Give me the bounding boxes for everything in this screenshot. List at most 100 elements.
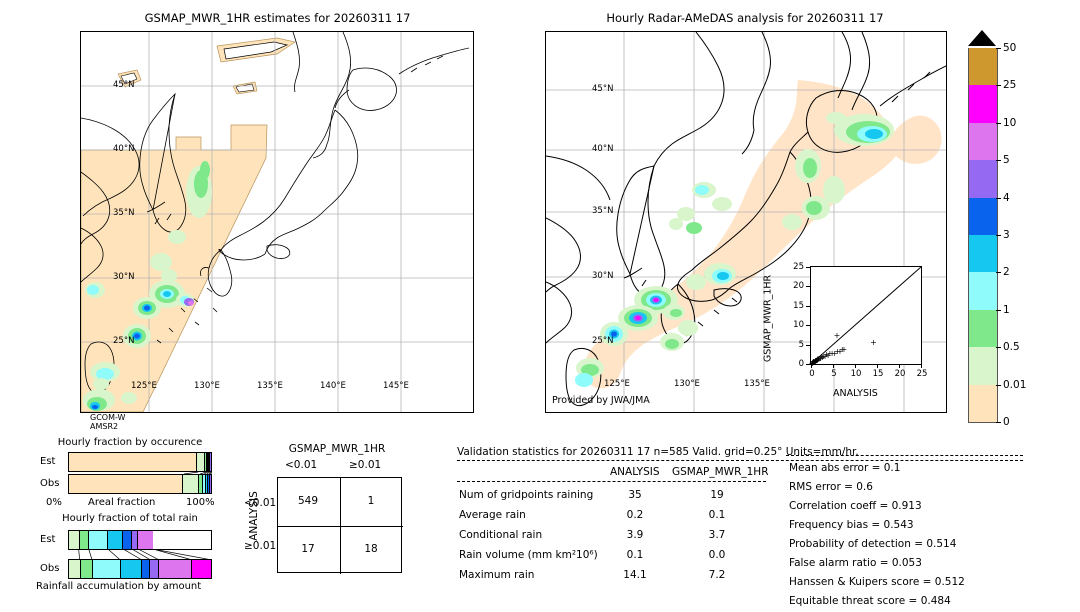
left-map[interactable]: 45°N 40°N 35°N 30°N 25°N 125°E 130°E 135…	[80, 31, 474, 413]
satellite-sensor-line2: AMSR2	[90, 422, 119, 431]
scatter-xlabel-0: 0	[809, 369, 815, 379]
total-rain-obs-segment-1	[80, 560, 93, 578]
right-lon-label-135e: 135°E	[744, 379, 770, 389]
occurrence-bar-obs[interactable]	[68, 474, 212, 494]
occurrence-est-segment-1	[197, 453, 206, 471]
occurrence-row-label-est: Est	[40, 456, 56, 467]
contingency-table[interactable]	[277, 477, 403, 574]
total-rain-obs-segment-7	[191, 560, 211, 578]
contingency-col-group-title: GSMAP_MWR_1HR	[288, 443, 386, 455]
scatter-point-24: +	[824, 350, 832, 360]
colorbar-tick-2	[996, 347, 1001, 349]
left-lat-label-40n: 40°N	[113, 144, 135, 154]
scatter-xlabel-25: 25	[916, 369, 928, 379]
colorbar-label-0.5: 0.5	[1003, 341, 1020, 354]
scatter-point-10: +	[812, 357, 820, 367]
scatter-ytick-10	[806, 325, 810, 327]
colorbar-label-50: 50	[1003, 42, 1017, 54]
colorbar-tick-0	[996, 422, 1001, 423]
left-lon-label-145e: 145°E	[383, 381, 409, 391]
scatter-point-18: +	[817, 354, 825, 364]
validation-row-analysis-0: 35	[628, 489, 642, 501]
contingency-cell-0-0: 549	[297, 495, 319, 507]
occurrence-est-segment-2	[205, 453, 207, 471]
validation-row-label-1: Average rain	[459, 509, 526, 521]
colorbar-band-8	[968, 85, 998, 123]
scatter-ytick-5	[806, 344, 810, 346]
scatter-point-20: +	[819, 353, 826, 363]
validation-col-rule	[457, 481, 766, 482]
colorbar-label-1: 1	[1003, 303, 1010, 316]
link-line-0	[78, 549, 81, 560]
colorbar-band-0	[968, 384, 998, 423]
right-lat-label-40n: 40°N	[592, 144, 614, 154]
scatter-xlabel-5: 5	[831, 369, 837, 379]
scatter-ylabel-10: 10	[793, 320, 804, 331]
left-lon-label-130e: 130°E	[194, 381, 220, 391]
link-line-2	[203, 472, 209, 474]
colorbar-over-arrow	[968, 30, 996, 46]
occurrence-est-segment-0	[69, 453, 198, 471]
total-rain-est-segment-3	[108, 531, 124, 549]
colorbar-label-4: 4	[1003, 191, 1010, 204]
right-map-canvas: 45°N 40°N 35°N 30°N 25°N 125°E 130°E 135…	[546, 32, 946, 412]
validation-col-header-gsmap: GSMAP_MWR_1HR	[672, 466, 769, 478]
occurrence-obs-segment-1	[183, 475, 200, 493]
link-line-3	[122, 549, 143, 560]
total-rain-link-lines	[78, 549, 212, 560]
scatter-point-17: +	[816, 353, 824, 363]
right-lat-label-45n: 45°N	[592, 84, 614, 94]
validation-row-gsmap-3: 0.0	[708, 549, 726, 561]
scatter-point-6: +	[810, 357, 818, 367]
colorbar-label-25: 25	[1003, 79, 1017, 92]
link-line-end	[152, 549, 212, 560]
colorbar-label-10: 10	[1003, 116, 1017, 129]
occurrence-link-lines	[183, 472, 212, 474]
validation-score-3: Frequency bias = 0.543	[789, 519, 914, 531]
validation-row-label-4: Maximum rain	[459, 569, 535, 581]
scatter-ytick-15	[806, 305, 810, 307]
contingency-vline	[340, 478, 341, 574]
scatter-point-5: +	[810, 357, 817, 367]
colorbar[interactable]: 0 0.01 0.5 1 2 3 4 5 10 25 50	[968, 30, 1058, 428]
colorbar-label-0.01: 0.01	[1003, 378, 1027, 391]
right-lon-label-125e: 125°E	[604, 379, 630, 389]
contingency-cell-1-0: 17	[301, 543, 315, 555]
scatter-xtick-5	[833, 364, 834, 368]
validation-score-2: Correlation coeff = 0.913	[789, 500, 922, 512]
right-lat-label-35n: 35°N	[592, 206, 614, 216]
scatter-plot-frame[interactable]: ++++++++++++++++++++++++++++++++++	[809, 266, 922, 368]
scatter-point-25: +	[826, 348, 834, 358]
total-rain-row-label-obs: Obs	[40, 563, 60, 574]
colorbar-tick-3	[996, 309, 1001, 311]
occurrence-est-segment-5	[209, 453, 211, 471]
link-line-1	[88, 549, 93, 560]
validation-col-header-analysis: ANALYSIS	[610, 466, 660, 478]
colorbar-band-2	[968, 309, 998, 348]
provider-note: Provided by JWA/JMA	[552, 395, 650, 406]
scatter-point-7: +	[811, 356, 818, 366]
total-rain-bar-obs[interactable]	[68, 559, 212, 579]
occurrence-obs-segment-4	[205, 475, 208, 493]
colorbar-label-2: 2	[1003, 266, 1010, 279]
scatter-point-3: +	[809, 357, 817, 367]
colorbar-label-5: 5	[1003, 154, 1010, 167]
colorbar-tick-8	[996, 122, 1001, 124]
link-line-1	[199, 472, 207, 474]
occurrence-obs-segment-6	[209, 475, 211, 493]
total-rain-est-segment-4	[123, 531, 133, 549]
total-rain-est-segment-5	[132, 531, 139, 549]
contingency-cell-0-1: 1	[367, 495, 375, 507]
left-lon-label-135e: 135°E	[257, 381, 283, 391]
scatter-ylabel-15: 15	[793, 300, 804, 311]
colorbar-tick-7	[996, 160, 1001, 162]
occurrence-axis-right: 100%	[186, 497, 215, 508]
total-rain-bar-est[interactable]	[68, 530, 212, 550]
colorbar-tick-1	[996, 384, 1001, 386]
colorbar-label-0: 0	[1003, 416, 1010, 428]
occurrence-bar-est[interactable]	[68, 452, 212, 472]
validation-row-analysis-1: 0.2	[626, 509, 644, 521]
scatter-point-0: +	[809, 359, 816, 368]
colorbar-tick-10	[996, 48, 1001, 49]
occurrence-est-segment-4	[208, 453, 210, 471]
